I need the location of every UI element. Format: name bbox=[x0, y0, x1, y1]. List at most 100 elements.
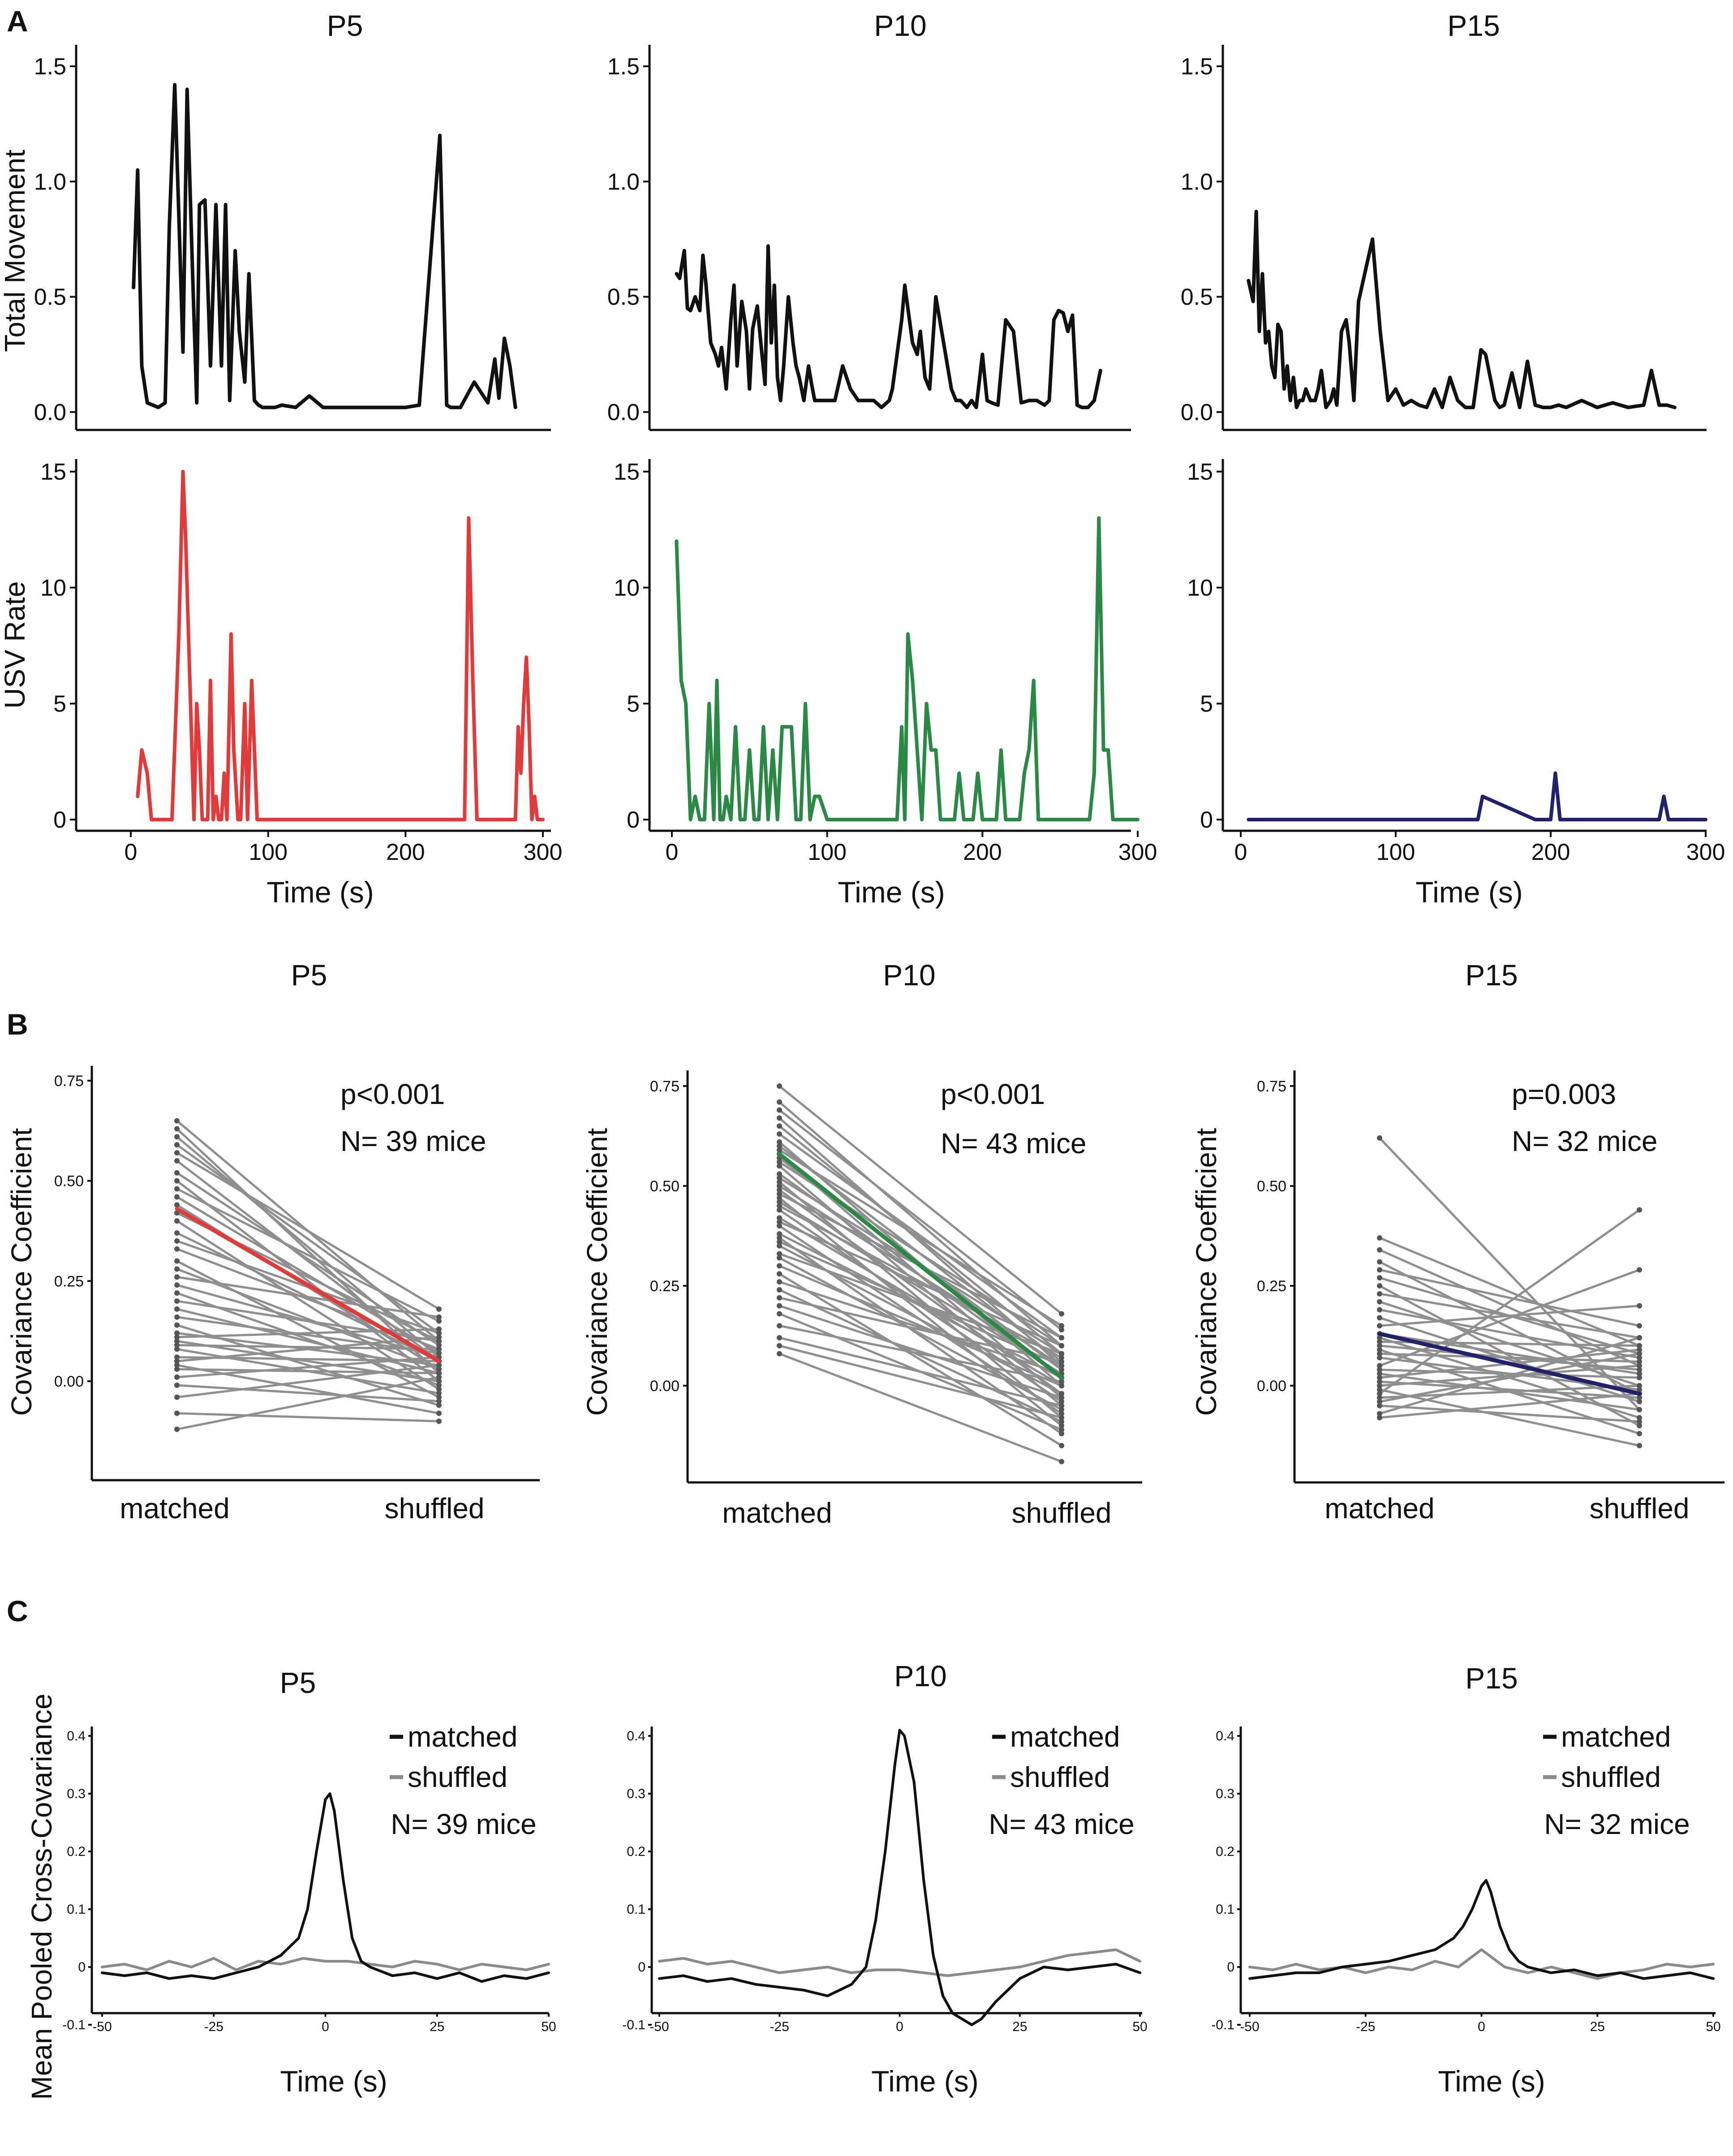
matched-point bbox=[174, 1410, 180, 1416]
shuffled-point bbox=[436, 1398, 442, 1404]
matched-line-p5 bbox=[101, 1792, 550, 1983]
y-tick-label: 1.0 bbox=[1181, 169, 1213, 195]
y-tick-label: 0.5 bbox=[607, 284, 640, 310]
matched-point bbox=[777, 1351, 782, 1357]
pair-line bbox=[778, 1181, 1062, 1419]
shuffled-point bbox=[436, 1374, 442, 1380]
shuffled-point bbox=[1059, 1399, 1064, 1404]
x-axis-label: Time (s) bbox=[1438, 2065, 1545, 2098]
pair-line bbox=[176, 1328, 439, 1339]
matched-point bbox=[777, 1175, 782, 1181]
matched-point bbox=[777, 1203, 782, 1209]
shuffled-point bbox=[436, 1330, 442, 1336]
shuffled-line-p15 bbox=[1248, 1948, 1715, 1980]
x-axis-label: Time (s) bbox=[1415, 876, 1523, 909]
pair-line bbox=[779, 1353, 1062, 1463]
matched-point bbox=[777, 1243, 782, 1249]
x-tick-label: 200 bbox=[963, 839, 1002, 865]
y-tick-label: 0.50 bbox=[650, 1178, 679, 1195]
shuffled-point bbox=[1637, 1367, 1642, 1373]
panel-c-title-p15: P15 bbox=[1465, 1662, 1518, 1695]
shuffled-point bbox=[1637, 1431, 1642, 1437]
matched-point bbox=[777, 1287, 782, 1293]
x-tick-label: 100 bbox=[808, 839, 847, 865]
matched-point bbox=[1377, 1339, 1382, 1344]
shuffled-point bbox=[1059, 1383, 1064, 1388]
pair-line bbox=[778, 1149, 1062, 1327]
shuffled-line-p5 bbox=[101, 1957, 550, 1971]
matched-point bbox=[1377, 1399, 1382, 1404]
shuffled-point bbox=[1059, 1335, 1064, 1340]
matched-point bbox=[777, 1199, 782, 1205]
shuffled-point bbox=[1059, 1443, 1064, 1448]
y-tick-label: 5 bbox=[1200, 691, 1213, 717]
shuffled-point bbox=[436, 1366, 442, 1372]
matched-point bbox=[174, 1274, 180, 1280]
n-mice-text: N= 32 mice bbox=[1544, 1808, 1690, 1840]
matched-point bbox=[777, 1239, 782, 1245]
matched-point bbox=[174, 1282, 180, 1288]
matched-point bbox=[1377, 1367, 1382, 1373]
legend-matched-label: matched bbox=[408, 1721, 517, 1753]
y-tick-label: 0.4 bbox=[627, 1729, 645, 1744]
shuffled-point bbox=[1637, 1415, 1642, 1421]
matched-point bbox=[1377, 1335, 1382, 1340]
matched-point bbox=[777, 1255, 782, 1261]
pair-line bbox=[779, 1336, 1062, 1407]
y-tick-label: 0.75 bbox=[54, 1073, 84, 1090]
matched-point bbox=[174, 1358, 180, 1364]
pair-line bbox=[778, 1185, 1062, 1367]
pair-line bbox=[778, 1197, 1062, 1427]
shuffled-point bbox=[436, 1306, 442, 1312]
pair-line bbox=[176, 1412, 439, 1422]
legend-shuffled-label: shuffled bbox=[1010, 1761, 1110, 1793]
y-tick-label: 0 bbox=[638, 1960, 645, 1975]
movement-line-p10 bbox=[675, 244, 1102, 409]
category-label-shuffled: shuffled bbox=[1590, 1492, 1690, 1525]
pair-line bbox=[779, 1265, 1062, 1387]
matched-point bbox=[174, 1178, 180, 1184]
panel-b-title-p5: P5 bbox=[291, 958, 327, 992]
matched-point bbox=[174, 1230, 180, 1236]
shuffled-point bbox=[1637, 1423, 1642, 1429]
pair-line bbox=[1379, 1368, 1640, 1379]
matched-point bbox=[777, 1123, 782, 1129]
shuffled-point bbox=[436, 1362, 442, 1368]
pair-line bbox=[176, 1248, 439, 1350]
shuffled-point bbox=[1059, 1411, 1064, 1417]
y-axis-label-covariance: Covariance Coefficient bbox=[5, 1128, 38, 1416]
matched-point bbox=[174, 1118, 180, 1124]
matched-point bbox=[1377, 1235, 1382, 1241]
matched-point bbox=[174, 1342, 180, 1348]
pair-line bbox=[778, 1085, 1062, 1315]
matched-point bbox=[174, 1266, 180, 1272]
matched-point bbox=[777, 1099, 782, 1105]
matched-point bbox=[1377, 1371, 1382, 1377]
y-tick-label: 0 bbox=[627, 807, 640, 833]
shuffled-point bbox=[1637, 1335, 1642, 1340]
x-tick-label: 0 bbox=[1234, 839, 1247, 865]
matched-point bbox=[174, 1258, 180, 1264]
shuffled-point bbox=[436, 1346, 442, 1352]
pair-line bbox=[1379, 1392, 1640, 1419]
matched-point bbox=[777, 1343, 782, 1349]
pair-line bbox=[1379, 1249, 1640, 1367]
x-tick-label: 50 bbox=[1132, 2019, 1147, 2034]
x-tick-label: 25 bbox=[1590, 2019, 1605, 2034]
x-tick-label: 0 bbox=[322, 2019, 329, 2034]
pair-line bbox=[176, 1151, 440, 1310]
matched-point bbox=[777, 1159, 782, 1165]
shuffled-point bbox=[436, 1402, 442, 1408]
matched-point bbox=[1377, 1259, 1382, 1265]
matched-point bbox=[1377, 1395, 1382, 1400]
x-tick-label: 100 bbox=[249, 839, 288, 865]
matched-point bbox=[174, 1142, 180, 1148]
pair-line bbox=[1379, 1384, 1640, 1399]
pair-line bbox=[1379, 1388, 1640, 1447]
y-tick-label: 1.0 bbox=[607, 169, 640, 195]
shuffled-point bbox=[1059, 1323, 1064, 1329]
y-tick-label: 0.00 bbox=[1257, 1378, 1286, 1395]
shuffled-point bbox=[1637, 1383, 1642, 1388]
shuffled-point bbox=[436, 1382, 442, 1388]
y-tick-label: 0.50 bbox=[1257, 1178, 1286, 1195]
